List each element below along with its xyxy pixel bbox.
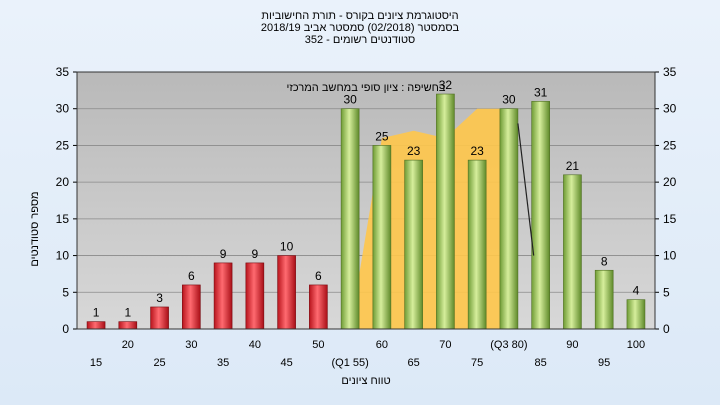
y-tick-left-25: 25 (56, 138, 70, 152)
bar-65 (404, 159, 423, 330)
y-tick-left-10: 10 (56, 249, 70, 263)
y-tick-left-0: 0 (62, 322, 69, 336)
bar-50 (309, 284, 328, 330)
y-axis-label: מספר סטודנטים (29, 191, 41, 266)
x-tick-90: 90 (566, 339, 578, 351)
axes-group: 0 0 5 5 10 10 15 15 20 20 25 25 30 30 35 35 15 20 25 30 35 40… (56, 65, 677, 369)
bar-30 (182, 284, 201, 330)
x-tick-25: 25 (153, 357, 165, 369)
bar-95 (594, 269, 614, 330)
bar-40 (245, 262, 265, 330)
y-tick-right-10: 10 (663, 249, 677, 263)
bar-25 (150, 306, 169, 330)
y-tick-right-25: 25 (663, 138, 677, 152)
bar-55 (340, 108, 360, 330)
value-label-90: 21 (566, 159, 580, 173)
median-line-group (517, 123, 535, 256)
x-tick-60: 60 (376, 339, 388, 351)
y-tick-left-15: 15 (56, 212, 70, 226)
bar-100 (626, 299, 646, 330)
x-tick-40: 40 (249, 339, 261, 351)
value-label-40: 9 (252, 247, 259, 261)
bar-75 (467, 159, 487, 330)
bar-80 (499, 108, 519, 330)
chart-annotation: בחשיפה : ציון סופי במחשב המרכזי (287, 82, 446, 94)
bar-20 (118, 321, 138, 330)
value-label-30: 6 (188, 269, 195, 283)
y-tick-right-35: 35 (663, 65, 677, 79)
value-label-25: 3 (156, 291, 163, 305)
bars-group (86, 93, 646, 330)
x-tick-30: 30 (185, 339, 197, 351)
value-label-55: 30 (343, 93, 357, 107)
value-label-35: 9 (220, 247, 227, 261)
bar-90 (563, 174, 582, 330)
value-label-70: 32 (439, 78, 453, 92)
plot-frame (76, 71, 656, 330)
x-tick-65: 65 (408, 357, 420, 369)
bar-70 (436, 93, 455, 330)
y-tick-left-20: 20 (56, 175, 70, 189)
x-tick-100: 100 (627, 339, 645, 351)
bar-45 (277, 255, 296, 330)
x-tick-75: 75 (471, 357, 483, 369)
chart-title-block: היסטוגרמת ציונים בקורס - תורת החישוביות … (0, 10, 720, 46)
x-tick-85: 85 (535, 357, 547, 369)
value-label-50: 6 (315, 269, 322, 283)
value-labels: 1 1 3 6 9 9 10 6 30 25 23 32 23 30 31 21 8 4 (93, 78, 640, 320)
y-tick-left-5: 5 (62, 285, 69, 299)
chart-title-line-1: היסטוגרמת ציונים בקורס - תורת החישוביות (261, 10, 459, 22)
y-tick-right-20: 20 (663, 175, 677, 189)
value-label-65: 23 (407, 144, 421, 158)
value-label-85: 31 (534, 85, 548, 99)
x-tick-95: 95 (598, 357, 610, 369)
bar-35 (213, 262, 233, 330)
x-tick-55: (Q1 55) (331, 357, 368, 369)
value-label-20: 1 (124, 306, 131, 320)
y-tick-left-30: 30 (56, 102, 70, 116)
bar-15 (86, 321, 106, 330)
value-label-15: 1 (93, 306, 100, 320)
x-tick-70: 70 (439, 339, 451, 351)
value-label-75: 23 (470, 144, 484, 158)
value-label-60: 25 (375, 129, 389, 143)
x-tick-15: 15 (90, 357, 102, 369)
x-tick-50: 50 (312, 339, 324, 351)
chart-title-line-2: בסמסטר (02/2018) סמסטר אביב 2018/19 (260, 22, 460, 34)
value-label-80: 30 (502, 93, 516, 107)
x-tick-45: 45 (280, 357, 292, 369)
value-label-100: 4 (633, 284, 640, 298)
y-tick-right-5: 5 (663, 285, 670, 299)
x-tick-20: 20 (122, 339, 134, 351)
value-label-95: 8 (601, 254, 608, 268)
y-tick-right-15: 15 (663, 212, 677, 226)
x-axis-label: טווח ציונים (341, 375, 390, 387)
x-tick-35: 35 (217, 357, 229, 369)
value-label-45: 10 (280, 240, 294, 254)
bar-85 (531, 101, 550, 330)
y-tick-left-35: 35 (56, 65, 70, 79)
chart-title-line-3: סטודנטים רשומים - 352 (304, 34, 416, 46)
x-tick-80: (Q3 80) (490, 339, 527, 351)
y-tick-right-30: 30 (663, 102, 677, 116)
bar-60 (372, 145, 392, 330)
median-line (517, 123, 535, 256)
y-tick-right-0: 0 (663, 322, 670, 336)
